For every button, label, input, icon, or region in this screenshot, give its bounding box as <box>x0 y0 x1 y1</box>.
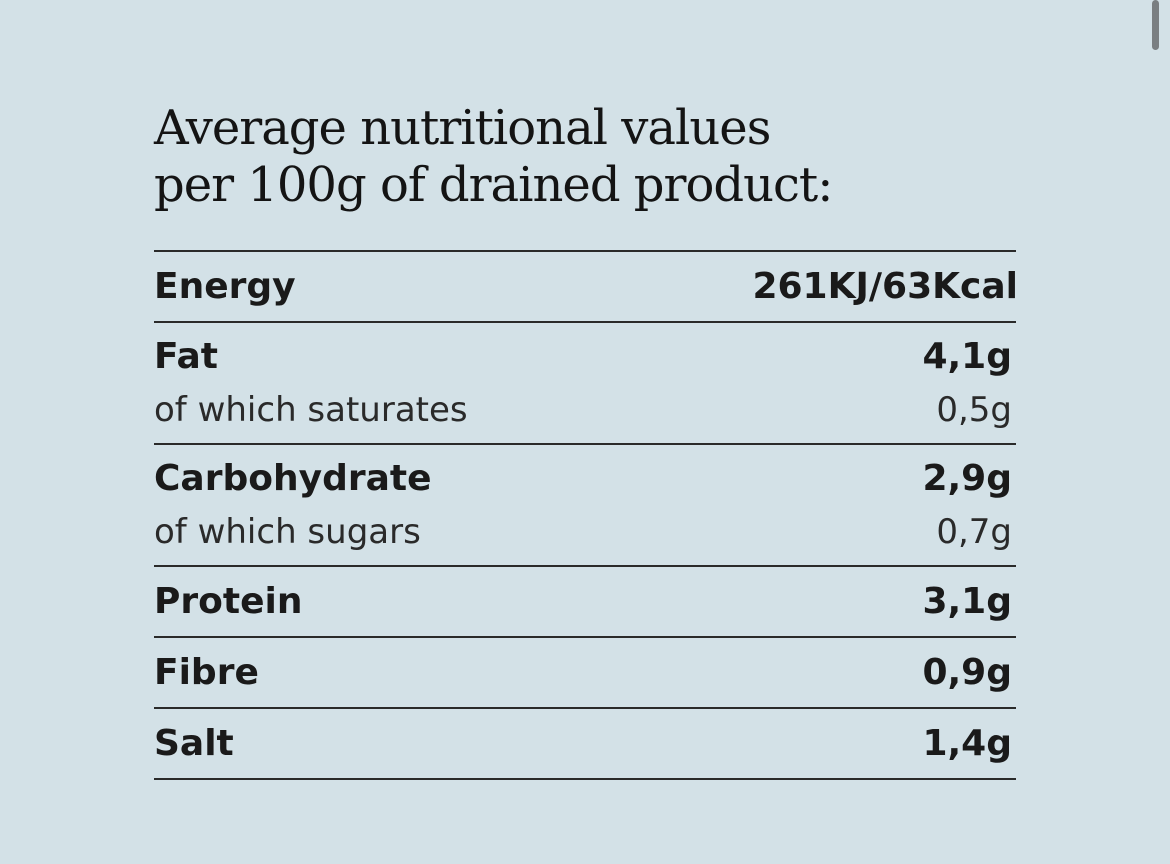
fat-value: 4,1g <box>922 336 1012 377</box>
saturates-value: 0,5g <box>936 389 1012 430</box>
table-row-carbohydrate: Carbohydrate 2,9g <box>154 452 1016 505</box>
row-group-salt: Salt 1,4g <box>154 709 1016 780</box>
table-row-sugars: of which sugars 0,7g <box>154 505 1016 558</box>
table-row-saturates: of which saturates 0,5g <box>154 383 1016 436</box>
energy-label: Energy <box>154 266 296 307</box>
carbohydrate-value: 2,9g <box>922 458 1012 499</box>
heading-line-2: per 100g of drained product: <box>154 157 833 213</box>
sugars-label: of which sugars <box>154 511 421 552</box>
energy-value: 261KJ/63Kcal <box>752 266 1018 307</box>
row-group-energy: Energy 261KJ/63Kcal <box>154 252 1018 323</box>
nutrition-heading: Average nutritional values per 100g of d… <box>154 100 833 214</box>
fat-label: Fat <box>154 336 218 377</box>
salt-value: 1,4g <box>922 723 1012 764</box>
table-row-fibre: Fibre 0,9g <box>154 646 1016 699</box>
table-row-energy: Energy 261KJ/63Kcal <box>154 260 1018 313</box>
table-row-fat: Fat 4,1g <box>154 330 1016 383</box>
protein-label: Protein <box>154 581 303 622</box>
scrollbar-thumb[interactable] <box>1152 0 1159 50</box>
nutrition-table: Energy 261KJ/63Kcal Fat 4,1g of which sa… <box>154 250 1018 780</box>
sugars-value: 0,7g <box>936 511 1012 552</box>
row-group-protein: Protein 3,1g <box>154 567 1016 638</box>
row-group-fibre: Fibre 0,9g <box>154 638 1016 709</box>
salt-label: Salt <box>154 723 234 764</box>
row-group-fat: Fat 4,1g of which saturates 0,5g <box>154 323 1016 445</box>
carbohydrate-label: Carbohydrate <box>154 458 432 499</box>
fibre-label: Fibre <box>154 652 259 693</box>
fibre-value: 0,9g <box>922 652 1012 693</box>
row-group-carbohydrate: Carbohydrate 2,9g of which sugars 0,7g <box>154 445 1016 567</box>
protein-value: 3,1g <box>922 581 1012 622</box>
heading-line-1: Average nutritional values <box>154 100 771 156</box>
saturates-label: of which saturates <box>154 389 468 430</box>
table-row-salt: Salt 1,4g <box>154 717 1016 770</box>
table-row-protein: Protein 3,1g <box>154 575 1016 628</box>
